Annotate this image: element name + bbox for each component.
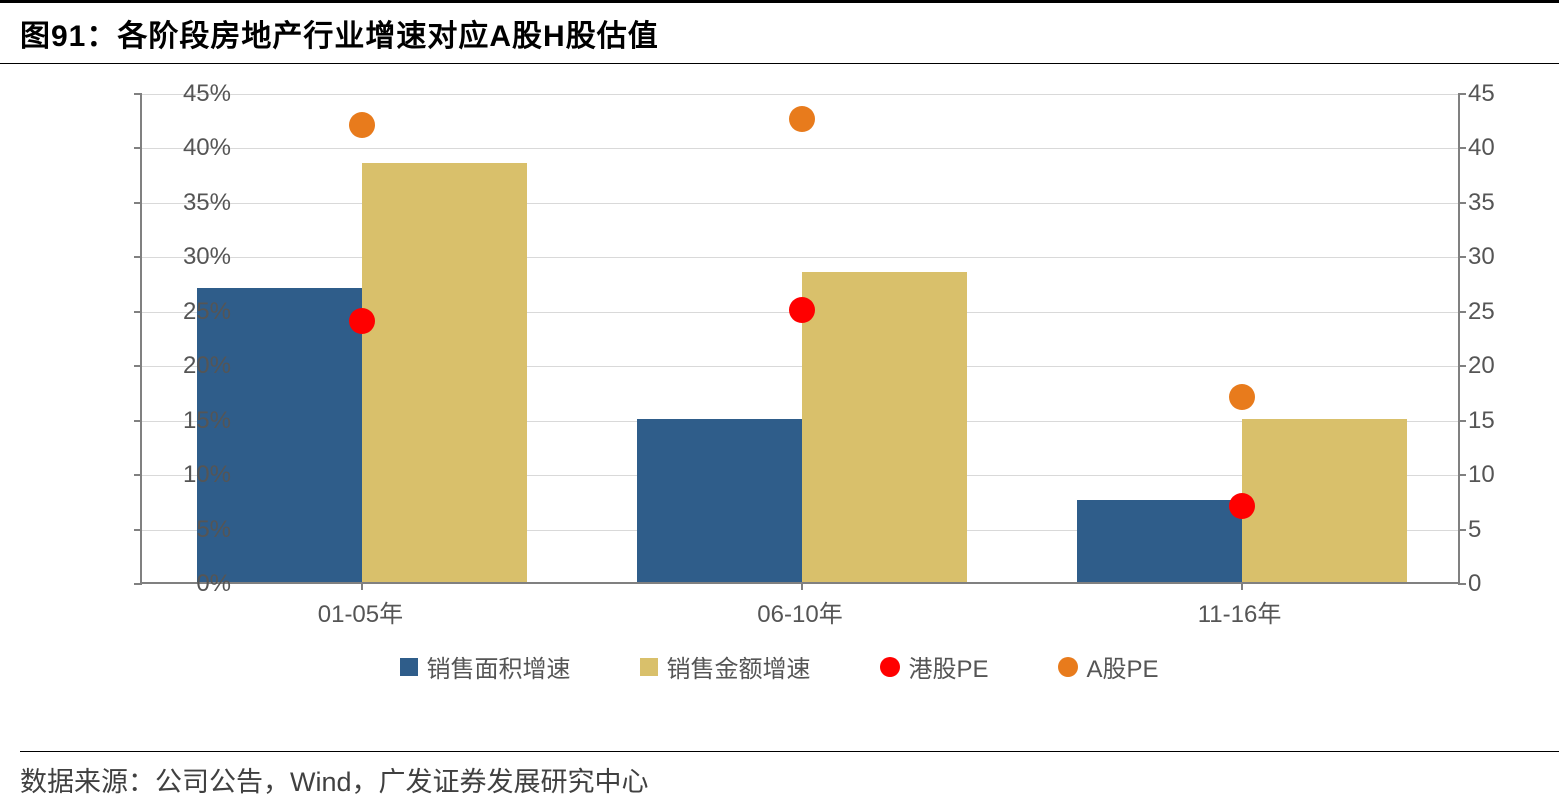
y-axis-right-label: 10: [1468, 461, 1528, 489]
y-axis-left-label: 25%: [151, 298, 231, 326]
y-axis-left-label: 10%: [151, 461, 231, 489]
tick-right: [1458, 474, 1466, 476]
tick-left: [134, 474, 142, 476]
tick-left: [134, 202, 142, 204]
y-axis-right-label: 20: [1468, 352, 1528, 380]
gridline: [142, 203, 1458, 204]
title-bar: 图91：各阶段房地产行业增速对应A股H股估值: [0, 0, 1559, 64]
legend-item: 港股PE: [880, 649, 988, 684]
y-axis-right-label: 15: [1468, 407, 1528, 435]
tick-left: [134, 583, 142, 585]
legend-label: A股PE: [1086, 649, 1158, 684]
tick-left: [134, 147, 142, 149]
y-axis-left-label: 30%: [151, 243, 231, 271]
tick-right: [1458, 256, 1466, 258]
tick-right: [1458, 583, 1466, 585]
y-axis-left-label: 5%: [151, 516, 231, 544]
legend-label: 港股PE: [908, 649, 988, 684]
plot-region: [140, 94, 1460, 584]
marker: [349, 308, 375, 334]
y-axis-right-label: 45: [1468, 80, 1528, 108]
marker: [789, 297, 815, 323]
chart-container: 图91：各阶段房地产行业增速对应A股H股估值 销售面积增速 销售金额增速 港股PE A…: [0, 0, 1559, 803]
legend: 销售面积增速 销售金额增速 港股PE A股PE: [0, 649, 1559, 684]
y-axis-right-label: 35: [1468, 189, 1528, 217]
y-axis-right-label: 5: [1468, 516, 1528, 544]
legend-circle-icon: [1058, 657, 1078, 677]
tick-right: [1458, 147, 1466, 149]
y-axis-left-label: 15%: [151, 407, 231, 435]
tick-bottom: [801, 582, 803, 590]
bar: [1077, 500, 1242, 582]
tick-bottom: [1241, 582, 1243, 590]
legend-circle-icon: [880, 657, 900, 677]
tick-left: [134, 256, 142, 258]
marker: [789, 106, 815, 132]
x-axis-label: 06-10年: [757, 594, 842, 629]
bar: [802, 272, 967, 582]
x-axis-label: 01-05年: [318, 594, 403, 629]
chart-title: 图91：各阶段房地产行业增速对应A股H股估值: [20, 11, 1539, 55]
gridline: [142, 94, 1458, 95]
tick-left: [134, 93, 142, 95]
marker: [1229, 384, 1255, 410]
y-axis-left-label: 45%: [151, 80, 231, 108]
marker: [349, 112, 375, 138]
bar: [1242, 419, 1407, 582]
gridline: [142, 257, 1458, 258]
tick-right: [1458, 529, 1466, 531]
legend-item: 销售金额增速: [640, 649, 810, 684]
tick-right: [1458, 93, 1466, 95]
marker: [1229, 493, 1255, 519]
y-axis-right-label: 25: [1468, 298, 1528, 326]
y-axis-left-label: 40%: [151, 134, 231, 162]
gridline: [142, 148, 1458, 149]
legend-item: A股PE: [1058, 649, 1158, 684]
tick-left: [134, 529, 142, 531]
tick-left: [134, 420, 142, 422]
bar: [637, 419, 802, 582]
source-footer: 数据来源：公司公告，Wind，广发证券发展研究中心: [20, 751, 1559, 799]
chart-area: 销售面积增速 销售金额增速 港股PE A股PE 0% 0 5% 5 10% 10 15% 15 20%…: [0, 74, 1559, 714]
tick-right: [1458, 311, 1466, 313]
tick-right: [1458, 420, 1466, 422]
tick-left: [134, 365, 142, 367]
y-axis-left-label: 35%: [151, 189, 231, 217]
y-axis-right-label: 40: [1468, 134, 1528, 162]
legend-item: 销售面积增速: [400, 649, 570, 684]
legend-square-icon: [400, 658, 418, 676]
tick-right: [1458, 202, 1466, 204]
y-axis-right-label: 30: [1468, 243, 1528, 271]
x-axis-label: 11-16年: [1198, 594, 1282, 629]
legend-label: 销售金额增速: [666, 649, 810, 684]
bar: [362, 163, 527, 582]
legend-square-icon: [640, 658, 658, 676]
y-axis-right-label: 0: [1468, 570, 1528, 598]
y-axis-left-label: 20%: [151, 352, 231, 380]
tick-bottom: [361, 582, 363, 590]
tick-right: [1458, 365, 1466, 367]
legend-label: 销售面积增速: [426, 649, 570, 684]
y-axis-left-label: 0%: [151, 570, 231, 598]
tick-left: [134, 311, 142, 313]
